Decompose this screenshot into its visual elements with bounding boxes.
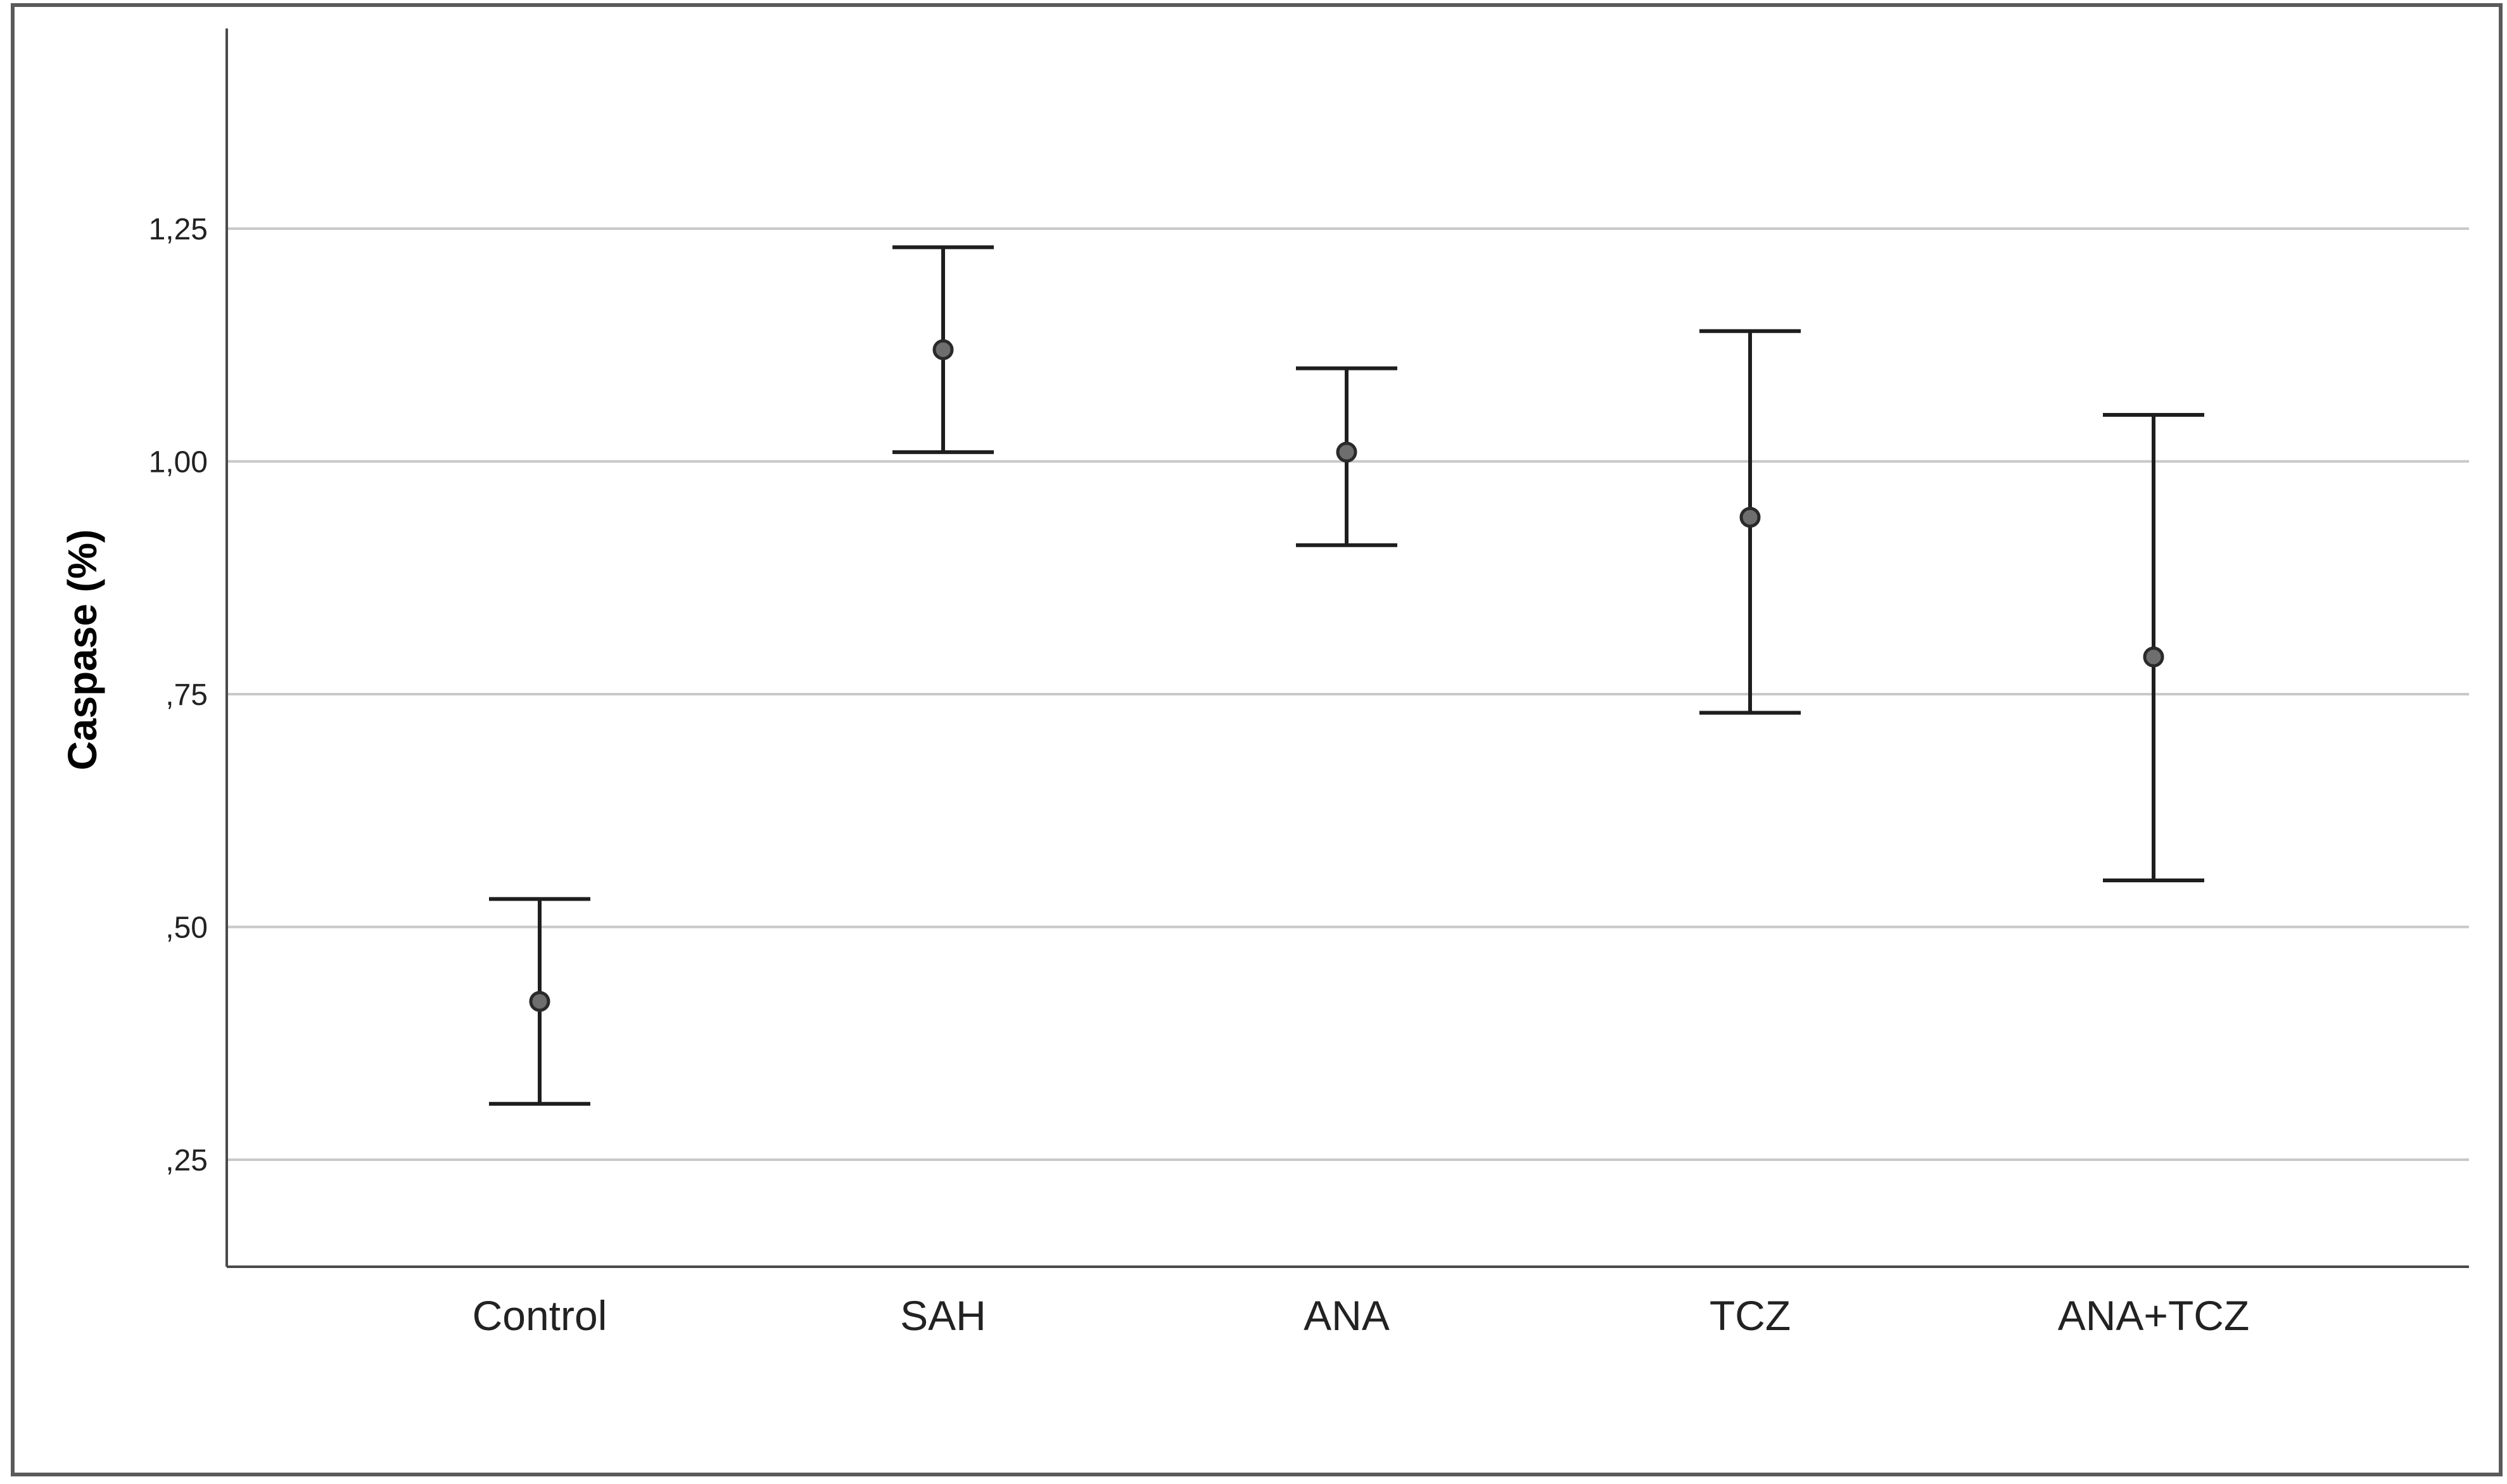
error-bars [489,245,2204,1106]
y-axis-title: Caspase (%) [60,530,105,771]
gridlines [227,227,2469,1161]
outer-frame [11,3,2503,1476]
x-category-labels: Control SAH ANA TCZ ANA+TCZ [473,1292,2250,1339]
x-category-label: SAH [900,1292,986,1339]
y-tick-label: 1,00 [149,446,208,479]
y-tick-label: ,75 [165,678,208,712]
y-tick-label: ,25 [165,1144,208,1177]
y-tick-label: 1,25 [149,213,208,246]
x-category-label: ANA [1304,1292,1390,1339]
mean-point [1739,507,1761,528]
x-category-label: TCZ [1710,1292,1791,1339]
x-category-label: Control [473,1292,607,1339]
axes [225,29,2469,1268]
mean-point [932,339,954,360]
mean-point [1336,441,1357,463]
y-tick-labels: ,25 ,50 ,75 1,00 1,25 [149,213,208,1177]
mean-point [2143,646,2164,668]
mean-points [529,339,2164,1012]
y-tick-label: ,50 [165,911,208,944]
x-category-label: ANA+TCZ [2058,1292,2250,1339]
mean-point [529,991,550,1012]
